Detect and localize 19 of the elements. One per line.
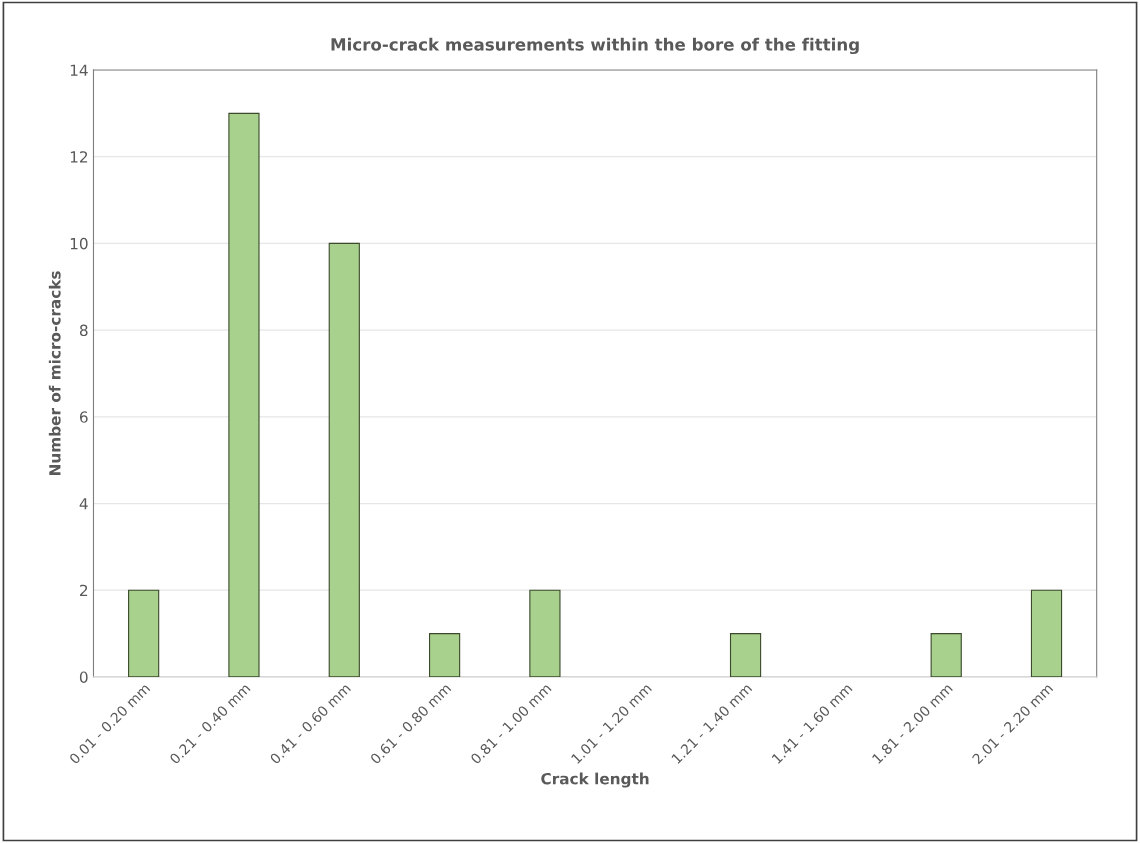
bar [128,589,160,677]
y-tick-label: 12 [70,151,88,163]
bar [428,633,461,677]
y-tick-label: 10 [70,237,88,250]
y-tick-label: 6 [79,411,88,423]
bar [228,112,260,677]
y-axis-title: Number of micro-cracks [48,271,61,476]
y-tick-label: 2 [80,584,88,597]
y-tick-label: 0 [79,671,88,683]
y-tick-label: 4 [79,498,88,510]
bar [328,242,360,677]
x-axis-title: Crack length [541,772,649,788]
y-tick-label: 8 [79,324,88,337]
bar [1030,589,1063,677]
chart-title: Micro-crack measurements within the bore of the fitting [331,37,859,55]
bar [729,633,762,677]
bar [529,589,561,677]
y-tick-label: 14 [70,64,88,76]
bar [930,633,962,677]
